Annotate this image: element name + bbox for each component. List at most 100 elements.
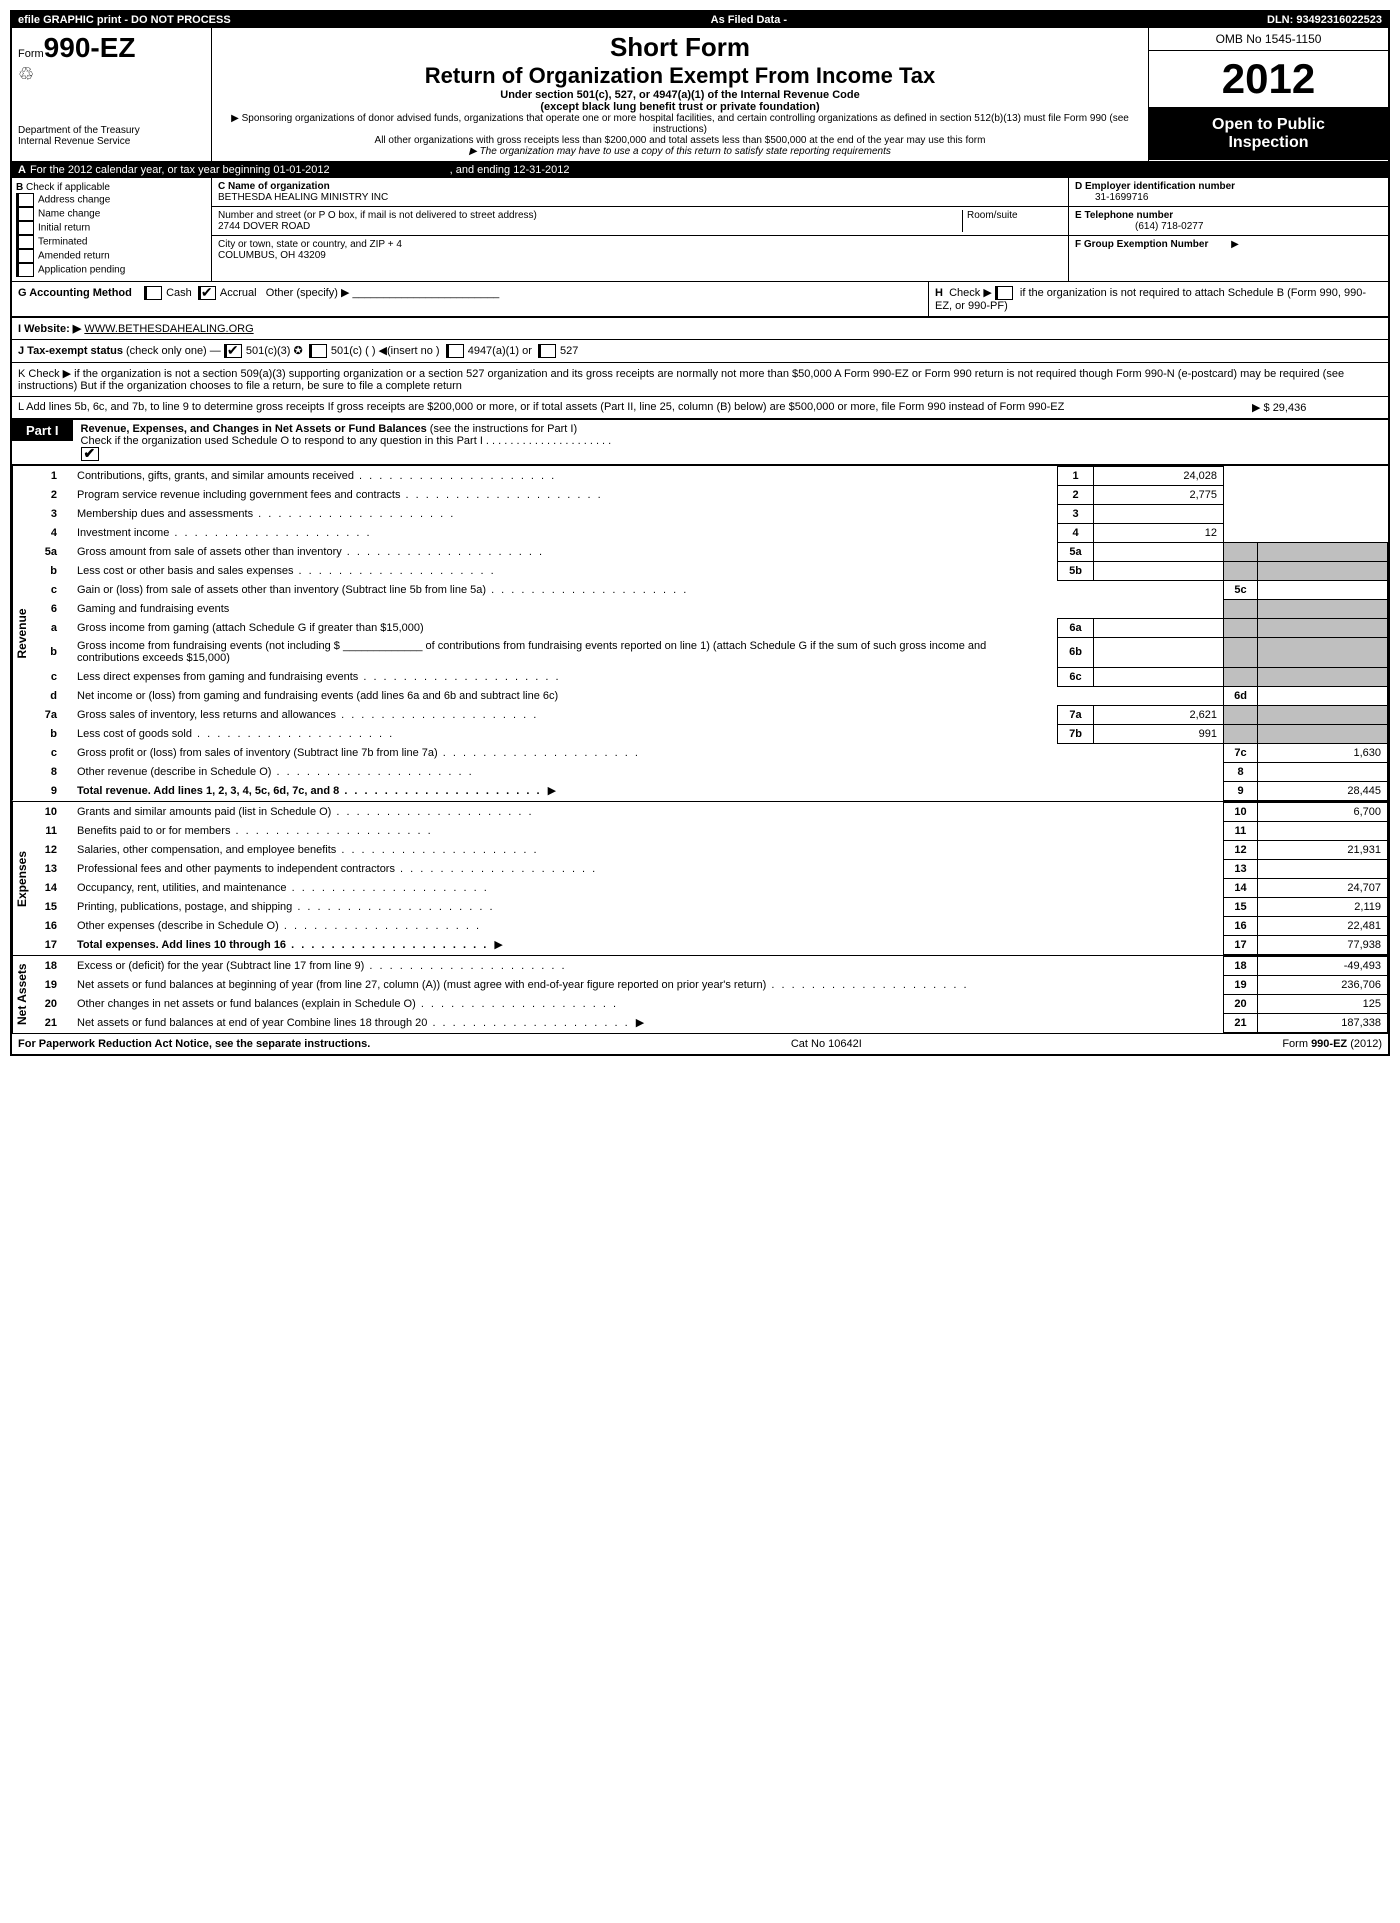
- ln: 17: [31, 935, 71, 954]
- lv: [1094, 667, 1224, 686]
- ln: 18: [31, 956, 71, 975]
- ld: Other revenue (describe in Schedule O): [71, 762, 1224, 781]
- ln: 12: [31, 840, 71, 859]
- subtitle-5: ▶ The organization may have to use a cop…: [218, 146, 1142, 157]
- j-label: J Tax-exempt status: [18, 345, 123, 357]
- ln: 8: [31, 762, 71, 781]
- shade: [1224, 543, 1258, 562]
- lv: 28,445: [1258, 781, 1388, 800]
- shade: [1224, 705, 1258, 724]
- lv: 77,938: [1258, 935, 1388, 954]
- ld: Gross income from fundraising events (no…: [71, 637, 1058, 667]
- lv: [1258, 686, 1388, 705]
- lv: [1258, 821, 1388, 840]
- ln: 13: [31, 859, 71, 878]
- ln: 19: [31, 975, 71, 994]
- lb: 6c: [1058, 667, 1094, 686]
- shade: [1258, 637, 1388, 667]
- b-label: Check if applicable: [26, 182, 110, 193]
- lb: 13: [1224, 859, 1258, 878]
- ldtxt: Total revenue. Add lines 1, 2, 3, 4, 5c,…: [77, 785, 542, 797]
- short-form-label: Short Form: [218, 32, 1142, 63]
- lb: 21: [1224, 1013, 1258, 1032]
- checkbox-terminated[interactable]: [16, 235, 34, 249]
- checkbox-cash[interactable]: [144, 286, 162, 300]
- revenue-table: 1Contributions, gifts, grants, and simil…: [31, 466, 1388, 801]
- i-label: I Website: ▶: [18, 323, 81, 335]
- ld: Gross sales of inventory, less returns a…: [71, 705, 1058, 724]
- checkbox-amended[interactable]: [16, 249, 34, 263]
- footer-mid: Cat No 10642I: [791, 1038, 862, 1050]
- lv: 21,931: [1258, 840, 1388, 859]
- ln: c: [31, 667, 71, 686]
- ln: 21: [31, 1013, 71, 1032]
- ld: Less direct expenses from gaming and fun…: [71, 667, 1058, 686]
- line-l: L Add lines 5b, 6c, and 7b, to line 9 to…: [12, 396, 1388, 418]
- lb: 19: [1224, 975, 1258, 994]
- j-o1: 501(c)(3): [246, 345, 291, 357]
- part-i-check-line: Check if the organization used Schedule …: [81, 435, 612, 447]
- ln: 10: [31, 802, 71, 821]
- lb: 9: [1224, 781, 1258, 800]
- footer-right-form: 990-EZ: [1311, 1038, 1347, 1050]
- checkbox-initial-return[interactable]: [16, 221, 34, 235]
- topbar-left: efile GRAPHIC print - DO NOT PROCESS: [18, 14, 231, 26]
- ln: d: [31, 686, 71, 705]
- header-right: OMB No 1545-1150 2012 Open to Public Ins…: [1148, 28, 1388, 161]
- ldtxt: Less cost of goods sold: [77, 728, 394, 740]
- lv: 991: [1094, 724, 1224, 743]
- lv: 22,481: [1258, 916, 1388, 935]
- j-note: (check only one) —: [126, 345, 221, 357]
- ld: Other expenses (describe in Schedule O): [71, 916, 1224, 935]
- shade: [1258, 618, 1388, 637]
- website-url[interactable]: WWW.BETHESDAHEALING.ORG: [84, 323, 253, 335]
- l-value: ▶ $ 29,436: [1232, 401, 1382, 414]
- shade: [1224, 637, 1258, 667]
- lv: [1258, 581, 1388, 600]
- lb: 7c: [1224, 743, 1258, 762]
- ld: Gaming and fundraising events: [71, 600, 1224, 619]
- checkbox-h[interactable]: [995, 286, 1013, 300]
- expenses-table: 10Grants and similar amounts paid (list …: [31, 802, 1388, 955]
- ld: Total revenue. Add lines 1, 2, 3, 4, 5c,…: [71, 781, 1224, 800]
- lv: 2,119: [1258, 897, 1388, 916]
- shade: [1258, 667, 1388, 686]
- line-k: K Check ▶ if the organization is not a s…: [12, 362, 1388, 396]
- lb: 5b: [1058, 562, 1094, 581]
- line-a-text1: For the 2012 calendar year, or tax year …: [30, 164, 330, 176]
- checkbox-address-change[interactable]: [16, 193, 34, 207]
- g-cash: Cash: [166, 287, 192, 299]
- checkbox-schedule-o[interactable]: [81, 447, 99, 461]
- ld: Net assets or fund balances at end of ye…: [71, 1013, 1224, 1032]
- ld: Other changes in net assets or fund bala…: [71, 994, 1224, 1013]
- ln: 5a: [31, 543, 71, 562]
- header-mid: Short Form Return of Organization Exempt…: [212, 28, 1148, 161]
- checkbox-501c3[interactable]: [224, 344, 242, 358]
- ln: 11: [31, 821, 71, 840]
- ld: Less cost of goods sold: [71, 724, 1058, 743]
- checkbox-501c[interactable]: [309, 344, 327, 358]
- lv: 187,338: [1258, 1013, 1388, 1032]
- topbar-right: DLN: 93492316022523: [1267, 14, 1382, 26]
- ln: 20: [31, 994, 71, 1013]
- checkbox-527[interactable]: [538, 344, 556, 358]
- section-bcdef: B Check if applicable Address change Nam…: [12, 178, 1388, 282]
- part-i-title-note: (see the instructions for Part I): [430, 423, 577, 435]
- checkbox-name-change[interactable]: [16, 207, 34, 221]
- ld: Excess or (deficit) for the year (Subtra…: [71, 956, 1224, 975]
- expenses-section: Expenses 10Grants and similar amounts pa…: [12, 801, 1388, 955]
- lv: 24,028: [1094, 467, 1224, 486]
- lb: 7a: [1058, 705, 1094, 724]
- checkbox-accrual[interactable]: [198, 286, 216, 300]
- lb: 2: [1058, 486, 1094, 505]
- lv: [1094, 618, 1224, 637]
- ln: c: [31, 743, 71, 762]
- line-a: A For the 2012 calendar year, or tax yea…: [12, 162, 1388, 178]
- dept-irs: Internal Revenue Service: [18, 136, 205, 147]
- open-to-public: Open to Public Inspection: [1149, 108, 1388, 160]
- checkbox-pending[interactable]: [16, 263, 34, 277]
- revenue-section: Revenue 1Contributions, gifts, grants, a…: [12, 465, 1388, 801]
- checkbox-4947[interactable]: [446, 344, 464, 358]
- footer: For Paperwork Reduction Act Notice, see …: [12, 1033, 1388, 1054]
- ldtxt: Gross sales of inventory, less returns a…: [77, 709, 538, 721]
